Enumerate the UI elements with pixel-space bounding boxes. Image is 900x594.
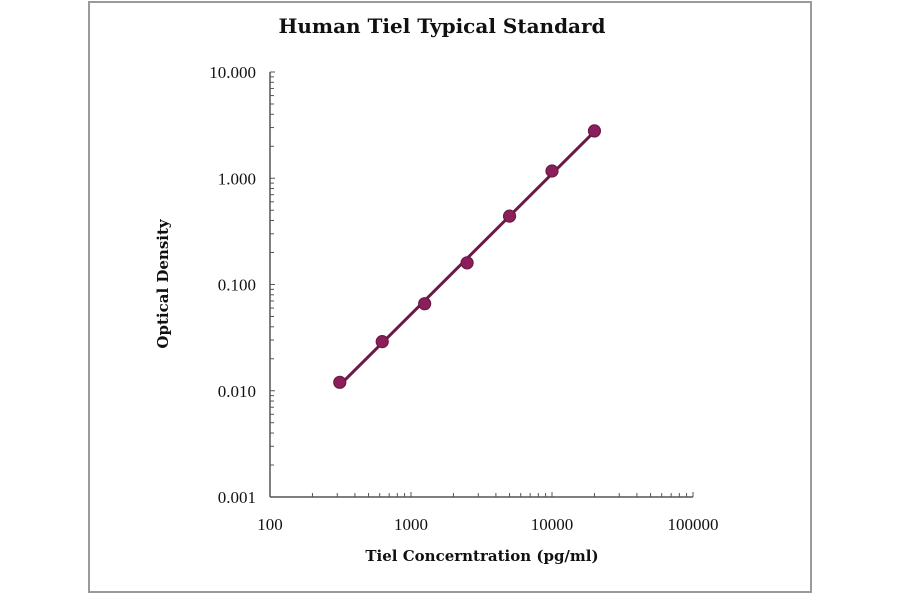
data-point-marker xyxy=(545,164,559,178)
y-axis: 10.000 1.000 0.100 0.010 0.001 xyxy=(209,63,275,507)
plot-area xyxy=(333,124,602,389)
x-tick-label: 100 xyxy=(257,515,283,534)
x-tick-label: 1000 xyxy=(394,515,428,534)
data-point-marker xyxy=(418,297,432,311)
data-point-marker xyxy=(502,209,517,223)
x-tick-label: 10000 xyxy=(531,515,574,534)
y-tick-label: 10.000 xyxy=(209,63,256,82)
y-axis-label: Optical Density xyxy=(154,218,172,348)
chart-title: Human Tiel Typical Standard xyxy=(278,14,605,38)
x-axis: 100 1000 10000 100000 xyxy=(257,492,719,534)
y-tick-label: 1.000 xyxy=(218,169,256,188)
y-tick-label: 0.100 xyxy=(218,276,256,295)
data-point-marker xyxy=(587,124,602,138)
y-tick-label: 0.010 xyxy=(218,382,256,401)
y-tick-label: 0.001 xyxy=(218,488,256,507)
x-tick-label: 100000 xyxy=(668,515,719,534)
data-point-marker xyxy=(375,335,389,349)
x-axis-label: Tiel Concerntration (pg/ml) xyxy=(365,547,598,565)
data-point-marker xyxy=(333,375,347,389)
data-point-marker xyxy=(460,256,474,270)
chart-frame xyxy=(88,1,812,593)
